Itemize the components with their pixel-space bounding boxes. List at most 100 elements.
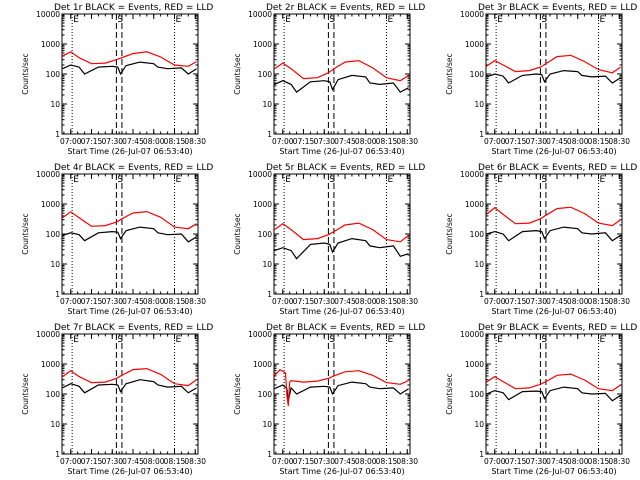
- y-tick-label: 1000: [253, 360, 272, 369]
- x-tick-label: 07:45: [122, 137, 144, 146]
- y-axis-label: Counts/sec: [445, 53, 454, 94]
- x-axis-label: Start Time (26-Jul-07 06:53:40): [279, 467, 404, 476]
- x-tick-label: 08:00: [355, 137, 377, 146]
- marker-label: E: [175, 175, 181, 185]
- x-tick-label: 07:00: [60, 137, 82, 146]
- y-axis-label: Counts/sec: [445, 373, 454, 414]
- x-tick-label: 07:15: [505, 137, 527, 146]
- events-series-line: [486, 226, 621, 242]
- x-tick-label: 07:45: [546, 297, 568, 306]
- x-tick-label: 07:15: [293, 297, 315, 306]
- x-axis-label: Start Time (26-Jul-07 06:53:40): [279, 307, 404, 316]
- y-tick-label: 1: [55, 130, 60, 139]
- y-tick-label: 1000: [465, 200, 484, 209]
- x-axis-label: Start Time (26-Jul-07 06:53:40): [279, 147, 404, 156]
- y-tick-label: 100: [470, 390, 485, 399]
- plot-title: Det 4r BLACK = Events, RED = LLD: [54, 163, 213, 173]
- y-tick-label: 10000: [36, 170, 60, 179]
- y-tick-label: 100: [258, 390, 273, 399]
- x-tick-label: 07:30: [101, 297, 123, 306]
- x-tick-label: 07:15: [505, 297, 527, 306]
- y-tick-label: 100: [46, 230, 61, 239]
- y-tick-label: 100: [46, 390, 61, 399]
- x-axis-label: Start Time (26-Jul-07 06:53:40): [67, 307, 192, 316]
- x-tick-label: 07:30: [313, 457, 335, 466]
- marker-label: S: [329, 15, 335, 25]
- plot-title: Det 2r BLACK = Events, RED = LLD: [266, 3, 425, 13]
- x-tick-label: 08:15: [588, 137, 610, 146]
- plot-2: Det 2r BLACK = Events, RED = LLD 1 10 100 10…: [233, 3, 425, 156]
- lld-series-line: [486, 54, 621, 74]
- plot-1: Det 1r BLACK = Events, RED = LLD 1 10 100 10…: [21, 3, 213, 156]
- events-series-line: [62, 379, 197, 394]
- y-tick-label: 1000: [253, 200, 272, 209]
- x-tick-label: 08:30: [184, 457, 206, 466]
- y-tick-label: 10: [474, 100, 484, 109]
- plot-title: Det 7r BLACK = Events, RED = LLD: [54, 323, 213, 333]
- y-axis-label: Counts/sec: [21, 213, 30, 254]
- y-tick-label: 1: [479, 450, 484, 459]
- plot-title: Det 5r BLACK = Events, RED = LLD: [266, 163, 425, 173]
- marker-label: S: [329, 175, 335, 185]
- marker-label: E: [387, 15, 393, 25]
- y-tick-label: 10: [262, 260, 272, 269]
- x-tick-label: 07:30: [101, 137, 123, 146]
- x-axis-label: Start Time (26-Jul-07 06:53:40): [67, 467, 192, 476]
- marker-label: E: [73, 15, 79, 25]
- plot-frame: [61, 333, 199, 455]
- y-tick-label: 10: [50, 260, 60, 269]
- y-tick-label: 10000: [248, 170, 272, 179]
- x-axis-label: Start Time (26-Jul-07 06:53:40): [491, 467, 616, 476]
- x-tick-label: 07:30: [525, 137, 547, 146]
- y-tick-label: 1: [55, 290, 60, 299]
- y-tick-label: 10000: [36, 10, 60, 19]
- x-tick-label: 07:15: [81, 297, 103, 306]
- plot-9: Det 9r BLACK = Events, RED = LLD 1 10 100 10…: [445, 323, 637, 476]
- events-series-line: [62, 61, 197, 76]
- y-tick-label: 10: [474, 260, 484, 269]
- y-axis-label: Counts/sec: [21, 373, 30, 414]
- y-tick-label: 100: [258, 230, 273, 239]
- events-series-line: [486, 386, 621, 402]
- x-tick-label: 07:00: [484, 137, 506, 146]
- plot-7: Det 7r BLACK = Events, RED = LLD 1 10 100 10…: [21, 323, 213, 476]
- x-axis-label: Start Time (26-Jul-07 06:53:40): [491, 147, 616, 156]
- lld-series-line: [274, 222, 409, 243]
- plot-title: Det 9r BLACK = Events, RED = LLD: [478, 323, 637, 333]
- y-tick-label: 10000: [248, 330, 272, 339]
- lld-series-line: [62, 367, 197, 387]
- marker-label: E: [285, 15, 291, 25]
- x-tick-label: 07:45: [546, 457, 568, 466]
- lld-series-line: [486, 206, 621, 227]
- y-tick-label: 10000: [460, 330, 484, 339]
- x-tick-label: 08:15: [376, 457, 398, 466]
- x-tick-label: 08:30: [396, 137, 418, 146]
- x-tick-label: 07:00: [272, 297, 294, 306]
- x-tick-label: 07:00: [272, 457, 294, 466]
- x-tick-label: 07:00: [60, 457, 82, 466]
- marker-label: E: [73, 335, 79, 345]
- x-tick-label: 08:30: [396, 457, 418, 466]
- x-tick-label: 08:00: [143, 137, 165, 146]
- marker-label: E: [599, 335, 605, 345]
- x-tick-label: 08:15: [164, 137, 186, 146]
- marker-label: S: [541, 15, 547, 25]
- y-tick-label: 1000: [41, 200, 60, 209]
- marker-label: E: [387, 335, 393, 345]
- y-tick-label: 10: [262, 100, 272, 109]
- plot-6: Det 6r BLACK = Events, RED = LLD 1 10 100 10…: [445, 163, 637, 316]
- y-tick-label: 1: [267, 130, 272, 139]
- x-tick-label: 07:45: [334, 457, 356, 466]
- y-tick-label: 1000: [465, 40, 484, 49]
- x-tick-label: 07:45: [334, 137, 356, 146]
- marker-label: E: [73, 175, 79, 185]
- plot-frame: [273, 13, 411, 135]
- x-tick-label: 07:30: [525, 297, 547, 306]
- marker-label: E: [285, 335, 291, 345]
- marker-label: E: [599, 175, 605, 185]
- plot-frame: [485, 13, 623, 135]
- x-tick-label: 07:45: [122, 457, 144, 466]
- plot-frame: [273, 333, 411, 455]
- x-tick-label: 07:00: [272, 137, 294, 146]
